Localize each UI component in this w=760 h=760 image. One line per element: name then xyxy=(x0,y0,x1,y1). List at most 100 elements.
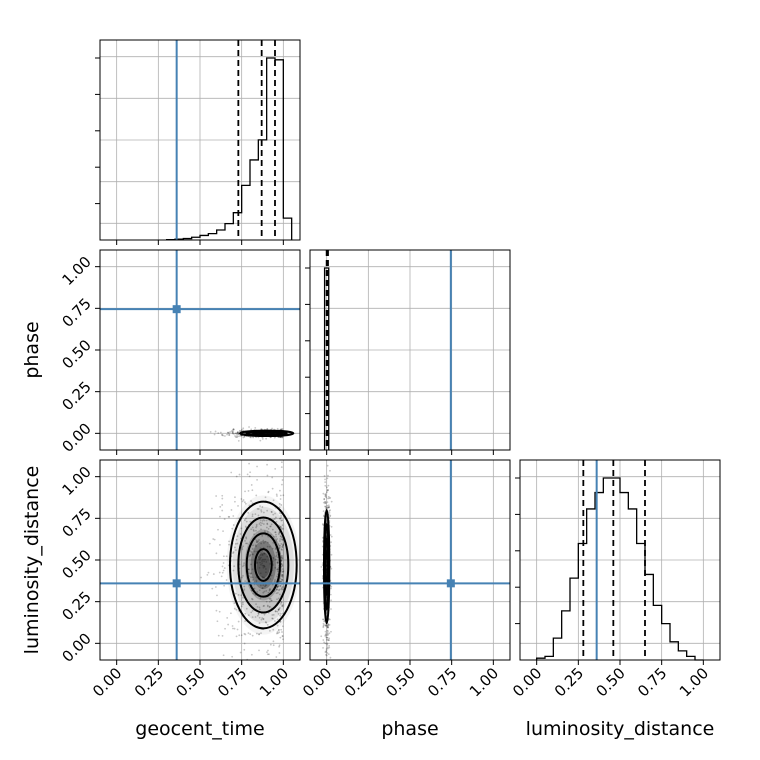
sample-point xyxy=(259,661,261,663)
sample-point xyxy=(262,591,265,594)
sample-point xyxy=(218,610,221,613)
sample-point xyxy=(281,519,284,522)
sample-point xyxy=(330,500,333,503)
x-tick-label: 1.00 xyxy=(256,664,292,700)
sample-point xyxy=(213,538,216,541)
sample-point xyxy=(269,643,272,646)
sample-point xyxy=(230,509,233,511)
sample-point xyxy=(327,474,329,477)
sample-point xyxy=(232,428,235,431)
sample-point xyxy=(279,494,282,497)
sample-point xyxy=(324,651,327,653)
y-tick-label: 0.50 xyxy=(58,546,94,582)
sample-point xyxy=(281,574,284,576)
sample-point xyxy=(248,555,251,557)
sample-point xyxy=(323,624,326,626)
sample-point xyxy=(237,433,240,436)
sample-point xyxy=(250,572,253,575)
sample-point xyxy=(258,649,260,652)
sample-point xyxy=(261,562,264,565)
sample-point xyxy=(217,528,219,531)
sample-point xyxy=(244,539,246,542)
sample-point xyxy=(263,552,266,555)
sample-point xyxy=(322,639,325,641)
sample-point xyxy=(275,555,278,558)
sample-point xyxy=(231,432,234,434)
sample-point xyxy=(321,523,324,525)
sample-point xyxy=(231,431,234,434)
sample-point xyxy=(263,564,265,567)
sample-point xyxy=(273,518,276,521)
sample-point xyxy=(240,634,243,637)
sample-point xyxy=(250,551,253,553)
sample-point xyxy=(325,625,327,627)
sample-point xyxy=(252,553,254,556)
sample-point xyxy=(270,511,273,513)
sample-point xyxy=(281,605,283,607)
sample-point xyxy=(325,638,328,641)
sample-point xyxy=(254,513,257,516)
sample-point xyxy=(250,653,253,656)
sample-point xyxy=(282,543,285,546)
sample-point xyxy=(281,546,284,549)
sample-point xyxy=(281,586,284,588)
sample-point xyxy=(281,568,284,570)
x-tick-label: 0.50 xyxy=(592,664,628,700)
sample-point xyxy=(279,535,282,537)
sample-point xyxy=(277,632,279,635)
y-tick-label: 0.00 xyxy=(58,419,94,455)
sample-point xyxy=(282,638,284,641)
sample-point xyxy=(272,513,275,516)
sample-point xyxy=(327,489,329,492)
sample-point xyxy=(258,633,260,635)
sample-point xyxy=(276,568,279,571)
sample-point xyxy=(324,664,326,666)
sample-point xyxy=(261,587,264,589)
sample-point xyxy=(328,618,331,621)
density-level xyxy=(256,552,271,578)
sample-point xyxy=(281,527,283,530)
sample-point xyxy=(250,611,253,614)
sample-point xyxy=(249,572,252,575)
sample-point xyxy=(329,534,332,536)
sample-point xyxy=(280,428,283,431)
sample-point xyxy=(238,634,241,637)
sample-point xyxy=(325,636,328,639)
sample-point xyxy=(262,518,265,521)
sample-point xyxy=(325,654,328,657)
sample-point xyxy=(256,561,259,564)
sample-point xyxy=(276,568,279,571)
sample-point xyxy=(330,630,332,633)
sample-point xyxy=(248,426,250,428)
sample-point xyxy=(280,461,283,464)
sample-point xyxy=(328,511,331,514)
sample-point xyxy=(279,545,281,547)
sample-point xyxy=(324,502,326,505)
density-level xyxy=(226,495,300,635)
sample-point xyxy=(250,428,253,431)
sample-point xyxy=(328,510,331,512)
sample-point xyxy=(251,548,254,550)
sample-point xyxy=(268,545,271,548)
sample-point xyxy=(280,588,283,591)
sample-point xyxy=(326,504,329,507)
sample-point xyxy=(278,652,281,654)
sample-point xyxy=(265,571,267,574)
sample-point xyxy=(261,534,264,537)
sample-point xyxy=(326,642,329,645)
sample-point xyxy=(325,650,327,653)
sample-point xyxy=(245,517,247,520)
sample-point xyxy=(281,634,284,637)
sample-point xyxy=(263,613,266,616)
sample-point xyxy=(244,633,247,636)
sample-point xyxy=(233,433,235,435)
sample-point xyxy=(267,457,269,459)
sample-point xyxy=(240,498,243,500)
sample-point xyxy=(236,535,239,538)
sample-point xyxy=(282,570,285,573)
sample-point xyxy=(277,612,280,615)
sample-point xyxy=(227,623,230,626)
sample-point xyxy=(276,585,279,588)
sample-point xyxy=(327,623,330,626)
